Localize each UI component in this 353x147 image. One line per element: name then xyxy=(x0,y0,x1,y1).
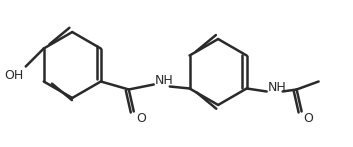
Text: NH: NH xyxy=(268,81,286,94)
Text: NH: NH xyxy=(155,74,174,87)
Text: O: O xyxy=(136,112,146,125)
Text: OH: OH xyxy=(5,69,24,81)
Text: O: O xyxy=(304,112,313,125)
